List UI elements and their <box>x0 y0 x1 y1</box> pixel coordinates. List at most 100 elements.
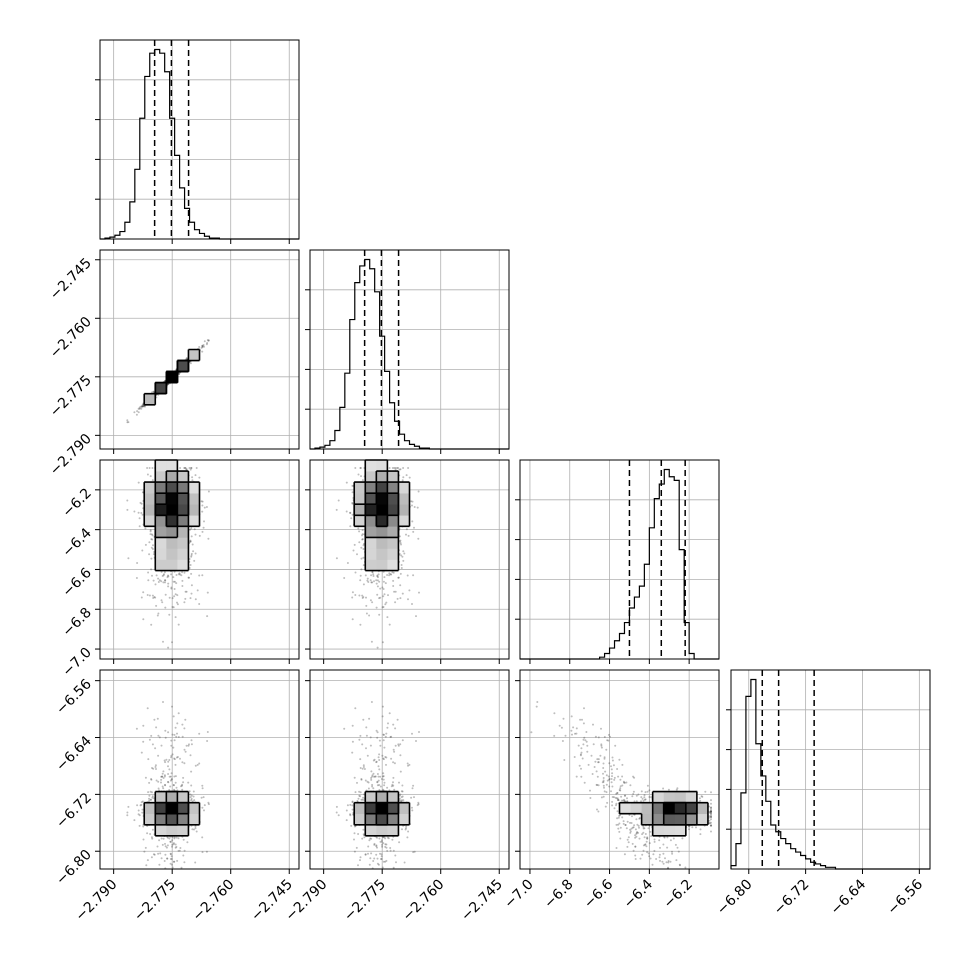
scatter-point <box>126 499 129 502</box>
scatter-point <box>400 567 403 569</box>
scatter-point <box>351 491 354 494</box>
scatter-point <box>403 552 406 555</box>
scatter-point <box>164 842 166 845</box>
density-cell <box>144 515 156 527</box>
scatter-point <box>156 614 159 617</box>
scatter-point <box>170 587 173 590</box>
scatter-point <box>148 800 151 802</box>
density-cell <box>365 559 377 571</box>
scatter-point <box>167 383 170 385</box>
scatter-point <box>351 596 354 599</box>
density-cell <box>376 460 388 472</box>
scatter-point <box>362 548 365 550</box>
scatter-point <box>366 577 369 580</box>
scatter-point <box>356 553 358 556</box>
density-cell <box>387 537 399 549</box>
scatter-point <box>186 841 189 844</box>
scatter-point <box>133 411 136 414</box>
scatter-point <box>190 535 193 538</box>
scatter-point <box>388 623 391 626</box>
scatter-point <box>387 594 389 597</box>
scatter-point <box>198 574 201 577</box>
density-cell <box>166 548 178 560</box>
scatter-point <box>373 580 375 583</box>
scatter-point <box>411 504 413 507</box>
scatter-point <box>146 832 149 835</box>
panel-1-1 <box>305 249 510 454</box>
scatter-point <box>164 606 167 609</box>
scatter-point <box>164 579 167 582</box>
scatter-point <box>203 520 205 523</box>
scatter-point <box>169 862 172 865</box>
scatter-point <box>167 731 170 734</box>
scatter-point <box>135 727 138 730</box>
scatter-point <box>133 819 136 822</box>
scatter-point <box>142 618 145 621</box>
density-cell <box>354 504 366 516</box>
scatter-point <box>376 646 379 649</box>
density-cell <box>365 471 377 483</box>
scatter-point <box>357 473 360 476</box>
scatter-point <box>126 421 129 424</box>
scatter-point <box>369 579 372 582</box>
scatter-point <box>189 564 192 566</box>
scatter-point <box>162 640 164 643</box>
scatter-point <box>375 579 378 582</box>
scatter-point <box>144 543 147 546</box>
scatter-point <box>160 857 163 860</box>
density-cell <box>155 460 167 472</box>
scatter-point <box>345 510 348 513</box>
scatter-point <box>417 537 420 540</box>
scatter-point <box>176 601 178 604</box>
scatter-point <box>362 556 365 559</box>
scatter-point <box>386 574 389 576</box>
scatter-point <box>389 573 392 576</box>
scatter-point <box>352 549 355 552</box>
scatter-point <box>205 343 208 346</box>
scatter-point <box>155 768 157 770</box>
scatter-point <box>200 796 203 799</box>
scatter-point <box>384 603 387 606</box>
scatter-point <box>413 526 415 529</box>
scatter-point <box>383 593 386 596</box>
scatter-point <box>183 849 186 852</box>
density-cell <box>365 537 377 549</box>
scatter-point <box>401 592 404 595</box>
scatter-point <box>178 372 181 375</box>
scatter-point <box>147 579 150 582</box>
scatter-point <box>152 579 155 582</box>
scatter-point <box>194 861 197 864</box>
density-cell <box>387 482 399 494</box>
scatter-point <box>357 527 360 530</box>
scatter-point <box>141 811 144 814</box>
scatter-point <box>126 419 129 422</box>
scatter-point <box>164 736 167 739</box>
scatter-point <box>361 529 364 532</box>
scatter-point <box>127 557 130 560</box>
scatter-point <box>364 574 367 577</box>
scatter-point <box>358 541 361 544</box>
scatter-point <box>202 344 205 346</box>
scatter-point <box>151 828 154 831</box>
y-tick-label-2: −6.6 <box>59 565 94 600</box>
scatter-point <box>378 613 381 616</box>
scatter-point <box>182 781 185 784</box>
panel-3-3: −6.80 −6.72 −6.64 −6.56 <box>714 669 931 918</box>
scatter-point <box>157 754 160 757</box>
scatter-point <box>201 344 204 347</box>
scatter-point <box>202 526 205 529</box>
scatter-point <box>137 411 140 414</box>
scatter-point <box>206 339 209 341</box>
density-cell <box>155 537 167 549</box>
scatter-point <box>190 572 193 575</box>
scatter-point <box>148 594 151 597</box>
scatter-point <box>412 574 415 577</box>
scatter-point <box>150 557 153 560</box>
density-cell <box>387 515 399 527</box>
scatter-point <box>399 468 402 471</box>
density-cell <box>398 504 410 516</box>
scatter-point <box>139 405 142 408</box>
scatter-point <box>189 597 192 600</box>
panel-border <box>519 459 720 660</box>
scatter-point <box>163 860 166 862</box>
